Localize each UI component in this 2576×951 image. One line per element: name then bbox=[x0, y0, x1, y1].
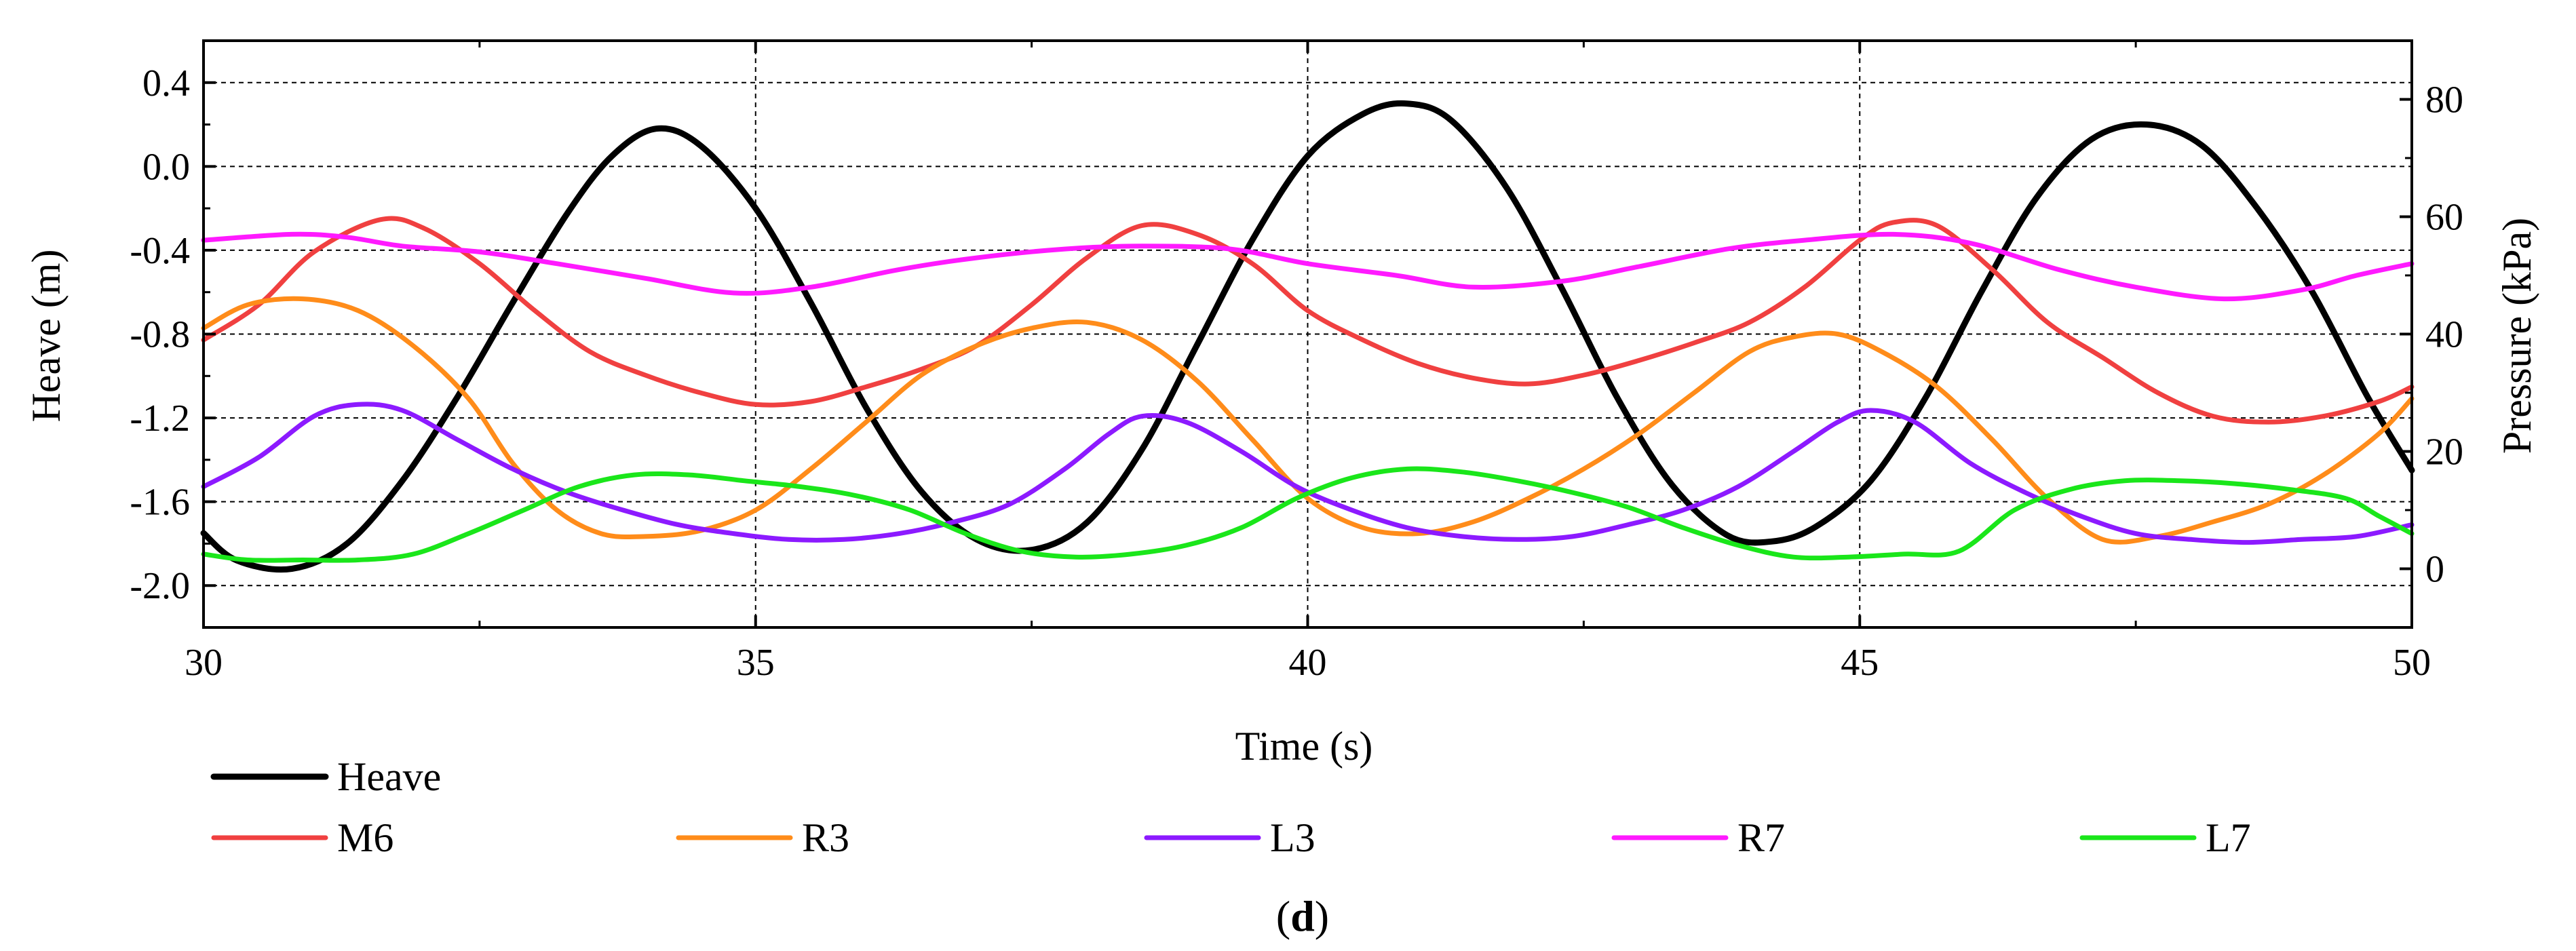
x-tick-label: 35 bbox=[737, 642, 775, 684]
x-tick-label: 45 bbox=[1841, 642, 1879, 684]
series-line-m6 bbox=[201, 216, 2415, 425]
tick-labels: 30 35 40 45 50 0.4 0.0 -0.4 -0.8 -1.2 -1.6 -2.0 80 60… bbox=[130, 62, 2463, 684]
grid bbox=[204, 41, 2412, 627]
y-left-tick-label: -2.0 bbox=[130, 565, 190, 607]
y-right-tick-label: 60 bbox=[2425, 197, 2463, 239]
panel-label-close: ) bbox=[1315, 892, 1329, 940]
panel-label: (d) bbox=[1276, 892, 1329, 940]
panel-label-letter: d bbox=[1290, 892, 1315, 940]
x-tick-label: 40 bbox=[1289, 642, 1327, 684]
legend: Heave M6 R3 L3 R7 L7 bbox=[210, 754, 2251, 860]
x-tick-label: 50 bbox=[2393, 642, 2431, 684]
legend-label-heave: Heave bbox=[337, 754, 441, 799]
y-left-tick-label: -0.4 bbox=[130, 230, 190, 272]
y-left-tick-label: 0.4 bbox=[142, 62, 190, 104]
legend-label-r7: R7 bbox=[1737, 815, 1785, 860]
legend-label-m6: M6 bbox=[337, 815, 393, 860]
x-axis-title: Time (s) bbox=[1235, 724, 1373, 769]
series-line-l7 bbox=[201, 466, 2415, 563]
y-left-tick-label: -1.6 bbox=[130, 482, 190, 524]
x-tick-label: 30 bbox=[185, 642, 223, 684]
y-left-tick-label: 0.0 bbox=[142, 146, 190, 188]
legend-label-l7: L7 bbox=[2206, 815, 2251, 860]
y-axis-right-title: Pressure (kPa) bbox=[2495, 218, 2539, 454]
y-axis-left-title: Heave (m) bbox=[24, 250, 69, 423]
series-line-heave bbox=[200, 100, 2415, 573]
y-left-tick-label: -0.8 bbox=[130, 314, 190, 356]
y-right-tick-label: 80 bbox=[2425, 79, 2463, 121]
y-right-tick-label: 40 bbox=[2425, 314, 2463, 356]
legend-label-r3: R3 bbox=[802, 815, 849, 860]
panel-label-open: ( bbox=[1276, 892, 1290, 940]
y-right-tick-label: 20 bbox=[2425, 431, 2463, 473]
legend-label-l3: L3 bbox=[1270, 815, 1315, 860]
ticks bbox=[202, 41, 2413, 629]
y-left-tick-label: -1.2 bbox=[130, 397, 190, 440]
y-right-tick-label: 0 bbox=[2425, 549, 2444, 591]
series-layer bbox=[200, 100, 2415, 573]
series-line-r7 bbox=[201, 231, 2415, 302]
